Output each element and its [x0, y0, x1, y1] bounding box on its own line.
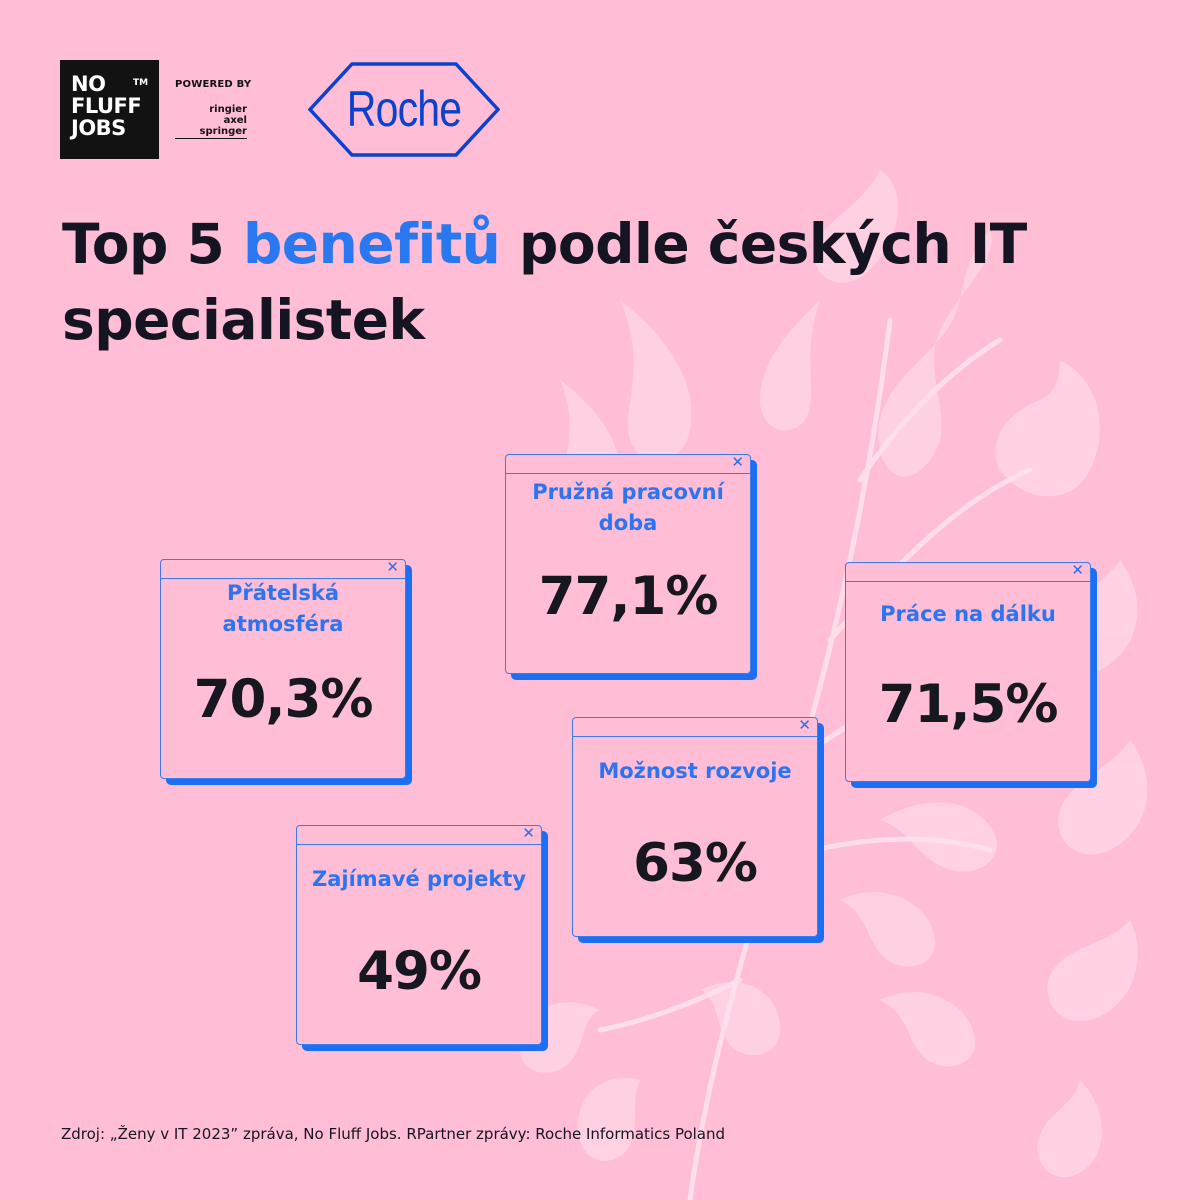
close-icon: ✕: [731, 453, 744, 471]
roche-hexagon-icon: [308, 62, 500, 157]
benefit-label: Přátelská atmosféra: [222, 581, 344, 636]
source-footnote: Zdroj: „Ženy v IT 2023” zpráva, No Fluff…: [61, 1125, 726, 1143]
card-frame: ✕ Pružná pracovní doba 77,1%: [505, 453, 751, 674]
close-icon: ✕: [798, 716, 811, 734]
roche-wordmark: Roche: [346, 81, 462, 137]
card-frame: ✕ Práce na dálku 71,5%: [845, 561, 1091, 782]
benefit-label: Práce na dálku: [880, 602, 1056, 626]
benefit-card-flexible-hours: ✕ Pružná pracovní doba 77,1%: [505, 453, 757, 680]
close-icon: ✕: [1071, 561, 1084, 579]
benefit-card-friendly-atmosphere: ✕ Přátelská atmosféra 70,3%: [160, 558, 412, 785]
card-title-bar: ✕: [506, 453, 750, 474]
ringier-text: ringier: [209, 104, 247, 115]
benefit-percentage: 70,3%: [193, 669, 374, 730]
powered-by-label: POWERED BY: [175, 79, 252, 90]
logo-line-1: NO: [71, 72, 106, 96]
benefit-card-remote-work: ✕ Práce na dálku 71,5%: [845, 561, 1097, 788]
benefit-percentage: 49%: [357, 941, 482, 1002]
ringier-axel-springer-logo: ringier axel springer: [175, 104, 247, 139]
benefit-percentage: 71,5%: [878, 674, 1059, 735]
benefit-percentage: 77,1%: [538, 566, 719, 627]
benefit-card-interesting-projects: ✕ Zajímavé projekty 49%: [296, 824, 548, 1051]
card-title-bar: ✕: [573, 716, 817, 737]
logo-line-2: FLUFF: [71, 94, 142, 118]
card-frame: ✕ Přátelská atmosféra 70,3%: [160, 558, 406, 779]
axel-springer-text: axel springer: [175, 115, 247, 139]
card-title-bar: ✕: [161, 558, 405, 579]
page-title: Top 5 benefitů podle českých IT speciali…: [62, 206, 1142, 358]
card-title-bar: ✕: [846, 561, 1090, 582]
close-icon: ✕: [522, 824, 535, 842]
benefit-label: Zajímavé projekty: [311, 867, 527, 891]
benefit-label: Pružná pracovní doba: [532, 480, 724, 535]
card-frame: ✕ Zajímavé projekty 49%: [296, 824, 542, 1045]
title-part-2: podle českých IT specialistek: [62, 212, 1027, 352]
no-fluff-jobs-logo: NO FLUFF JOBS TM: [60, 60, 159, 159]
card-frame: ✕ Možnost rozvoje 63%: [572, 716, 818, 937]
benefit-card-development: ✕ Možnost rozvoje 63%: [572, 716, 824, 943]
benefit-percentage: 63%: [633, 833, 758, 894]
title-highlight: benefitů: [242, 212, 501, 276]
logo-line-3: JOBS: [71, 116, 126, 140]
roche-logo: Roche: [308, 62, 500, 157]
close-icon: ✕: [386, 558, 399, 576]
card-title-bar: ✕: [297, 824, 541, 845]
title-part-1: Top 5: [62, 212, 243, 276]
trademark-mark: TM: [133, 78, 149, 88]
benefit-label: Možnost rozvoje: [598, 759, 792, 783]
